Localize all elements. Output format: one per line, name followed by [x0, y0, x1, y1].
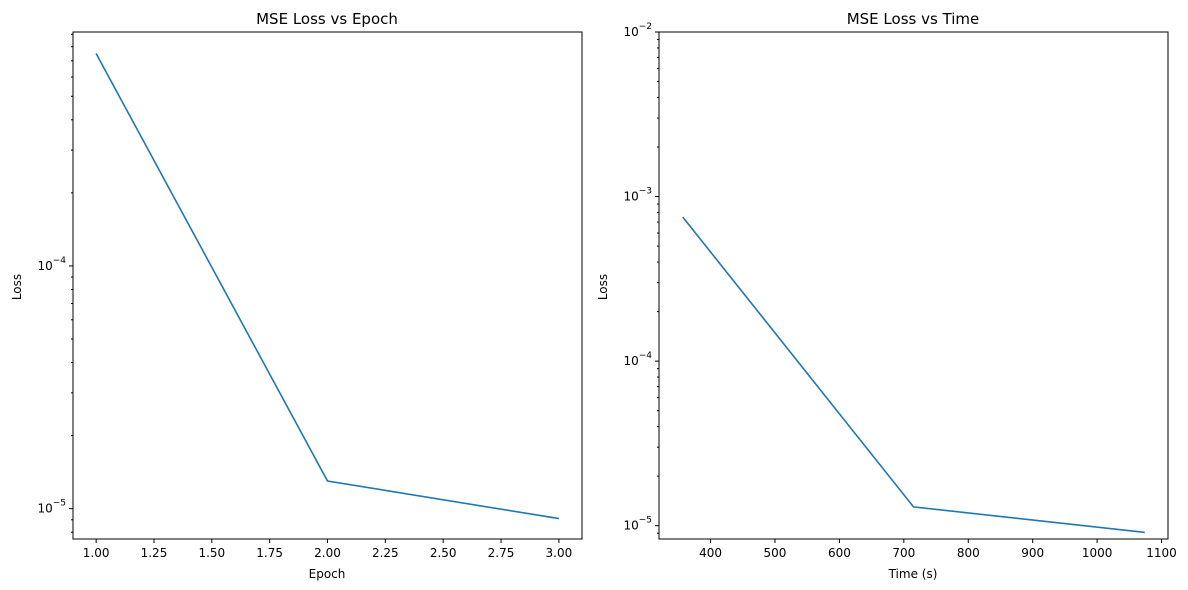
y-axis-label: Loss — [10, 274, 24, 300]
chart-epoch: MSE Loss vs Epoch Epoch Loss 1.00 1.25 1.5… — [10, 10, 583, 581]
chart-title: MSE Loss vs Epoch — [256, 10, 398, 28]
x-tick-label: 400 — [699, 546, 722, 560]
series-line — [95, 53, 560, 520]
x-tick-label: 1.75 — [256, 546, 283, 560]
y-tick-label: 10−2 — [623, 22, 652, 39]
x-tick-label: 700 — [892, 546, 915, 560]
x-tick-label: 3.00 — [546, 546, 573, 560]
plot-frame — [72, 31, 583, 540]
x-tick-label: 1.00 — [83, 546, 110, 560]
y-tick-label: 10−5 — [37, 499, 66, 516]
y-tick-label: 10−4 — [37, 256, 66, 273]
x-tick-label: 900 — [1021, 546, 1044, 560]
y-tick-label: 10−3 — [623, 187, 652, 204]
chart-time: MSE Loss vs Time Time (s) Loss 400 500 600… — [596, 10, 1177, 581]
ticks: 1.00 1.25 1.50 1.75 2.00 2.25 2.50 2.75 3.00 10−5… — [37, 33, 573, 560]
series-group — [95, 53, 560, 520]
x-tick-label: 2.50 — [430, 546, 457, 560]
y-tick-label: 10−4 — [623, 351, 652, 368]
x-tick-label: 1100 — [1146, 546, 1177, 560]
x-tick-label: 1.50 — [198, 546, 225, 560]
ticks: 400 500 600 700 800 900 1000 1100 10−5 10−4 10−3 10… — [623, 22, 1176, 560]
series-line — [682, 216, 1145, 534]
series-group — [682, 216, 1145, 534]
x-tick-label: 2.25 — [372, 546, 399, 560]
plot-frame — [658, 31, 1169, 540]
x-tick-label: 1.25 — [141, 546, 168, 560]
x-tick-label: 1000 — [1082, 546, 1113, 560]
y-tick-label: 10−5 — [623, 516, 652, 533]
x-axis-label: Time (s) — [888, 567, 938, 581]
x-axis-label: Epoch — [309, 567, 346, 581]
x-tick-label: 500 — [764, 546, 787, 560]
x-tick-label: 600 — [828, 546, 851, 560]
x-tick-label: 2.75 — [488, 546, 515, 560]
x-tick-label: 800 — [957, 546, 980, 560]
x-tick-label: 2.00 — [314, 546, 341, 560]
y-axis-label: Loss — [596, 274, 610, 300]
chart-title: MSE Loss vs Time — [847, 10, 980, 28]
